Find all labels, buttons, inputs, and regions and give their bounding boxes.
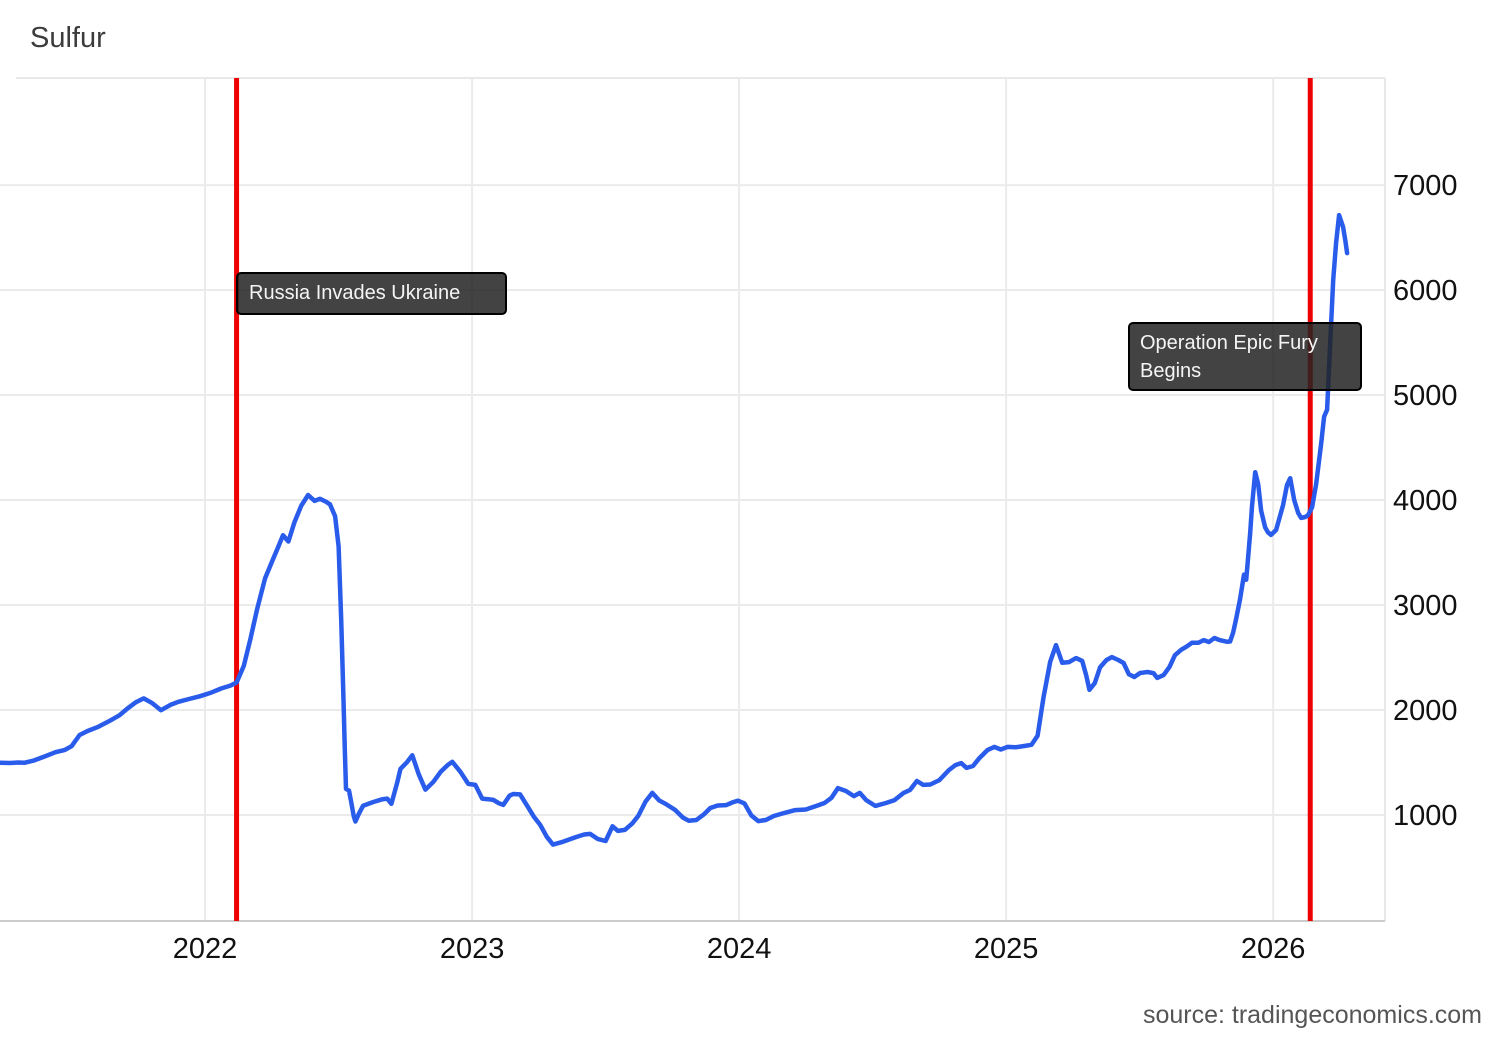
y-tick-label: 6000: [1393, 275, 1458, 307]
x-tick-label: 2024: [707, 933, 772, 965]
y-tick-label: 4000: [1393, 485, 1458, 517]
chart-title: Sulfur: [30, 22, 106, 54]
y-tick-label: 3000: [1393, 590, 1458, 622]
x-tick-label: 2023: [440, 933, 505, 965]
annotation-russia-invades-ukraine-label: Russia Invades Ukraine: [249, 282, 461, 304]
y-tick-label: 5000: [1393, 380, 1458, 412]
x-tick-label: 2022: [173, 933, 238, 965]
annotation-operation-epic-fury-label: Operation Epic Fury Begins: [1140, 332, 1318, 382]
x-tick-label: 2025: [974, 933, 1039, 965]
source-attribution: source: tradingeconomics.com: [1142, 1001, 1482, 1029]
annotation-russia-invades-ukraine: Russia Invades Ukraine: [236, 272, 507, 315]
y-tick-label: 7000: [1393, 170, 1458, 202]
x-tick-label: 2026: [1241, 933, 1306, 965]
y-tick-label: 1000: [1393, 800, 1458, 832]
annotation-operation-epic-fury: Operation Epic Fury Begins: [1128, 322, 1362, 391]
price-line: [0, 212, 1350, 847]
y-tick-label: 2000: [1393, 695, 1458, 727]
